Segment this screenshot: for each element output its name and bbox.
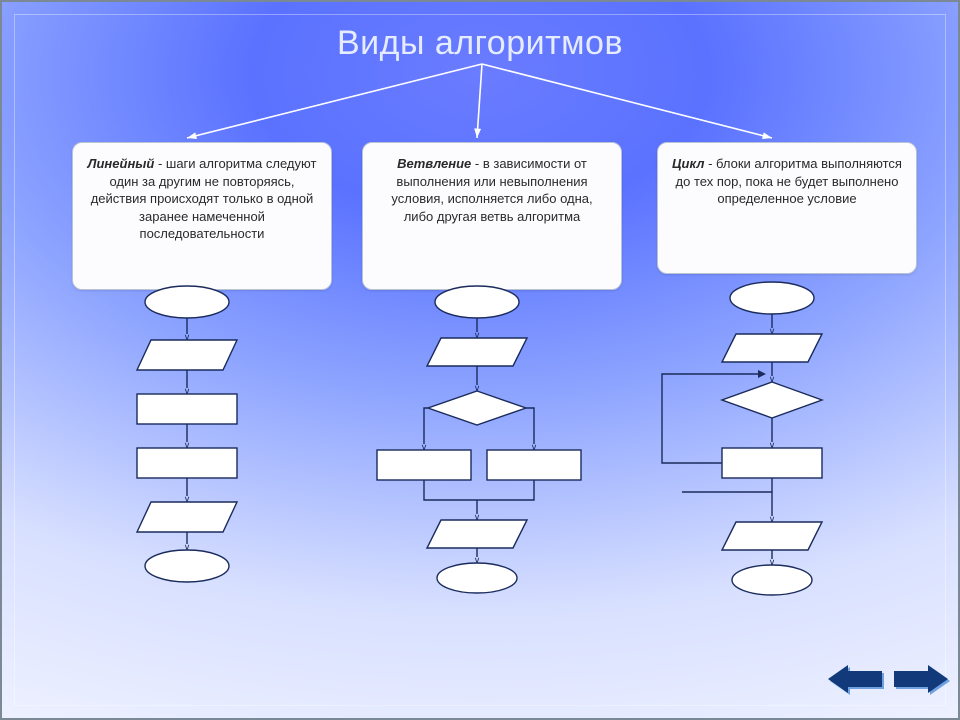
definition-loop-text: - блоки алгоритма выполняются до тех пор… xyxy=(676,156,902,206)
inner-frame xyxy=(14,14,946,706)
definition-loop: Цикл - блоки алгоритма выполняются до те… xyxy=(657,142,917,274)
slide-title: Виды алгоритмов xyxy=(2,24,958,63)
prev-button[interactable] xyxy=(826,662,884,696)
next-button[interactable] xyxy=(892,662,950,696)
definition-branch-term: Ветвление xyxy=(397,156,471,171)
slide-stage: Виды алгоритмов Линейный - шаги алгоритм… xyxy=(0,0,960,720)
definition-loop-term: Цикл xyxy=(672,156,704,171)
definition-branch: Ветвление - в зависимости от выполнения … xyxy=(362,142,622,290)
definition-linear: Линейный - шаги алгоритма следуют один з… xyxy=(72,142,332,290)
definition-linear-term: Линейный xyxy=(88,156,155,171)
